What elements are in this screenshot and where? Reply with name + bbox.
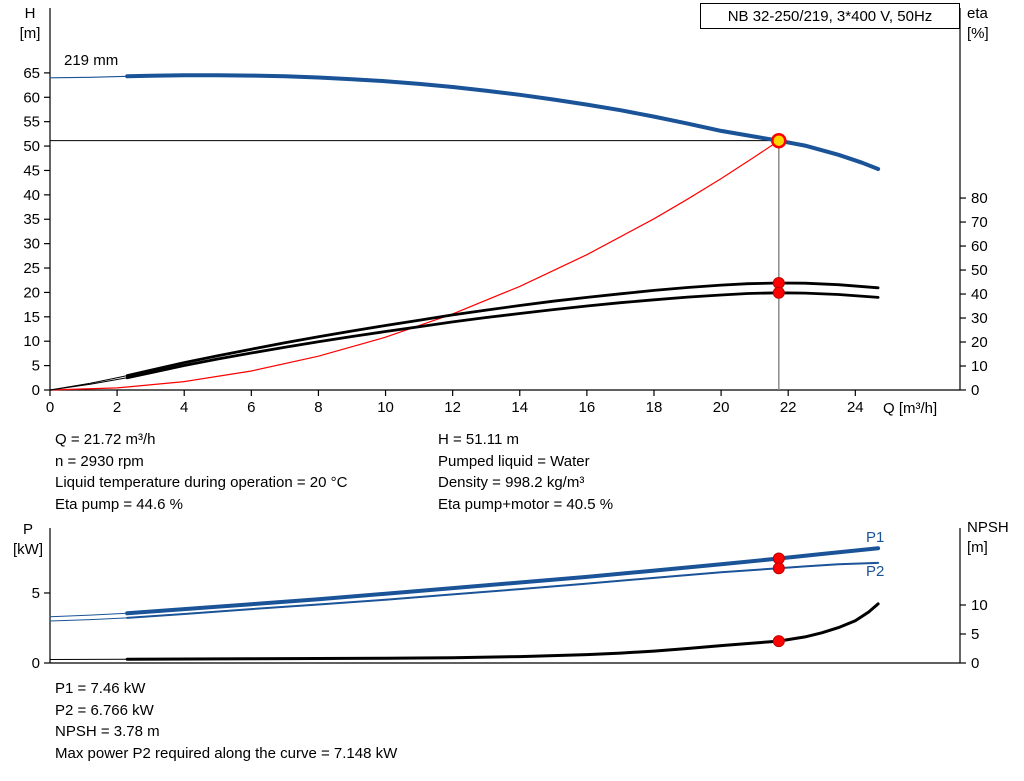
tick-label: 0 [46,399,54,416]
info-max-p2: Max power P2 required along the curve = … [55,744,398,762]
tick-label: 45 [23,162,40,179]
tick-label: 35 [23,211,40,228]
y-right-axis-title: eta [%] [962,4,1024,44]
system-curve [49,140,780,391]
tick-label: 20 [713,399,730,416]
x-axis-title: Q [m³/h] [883,400,938,417]
tick-label: 25 [23,260,40,277]
info-head: H = 51.11 m [438,431,520,448]
tick-label: 60 [971,238,988,255]
info-npsh: NPSH = 3.78 m [55,723,160,740]
tick-label: 20 [23,284,40,301]
tick-label: 50 [23,138,40,155]
info-p1: P1 = 7.46 kW [55,680,146,697]
tick-label: 50 [971,262,988,279]
p1-curve-label: P1 [866,529,885,546]
info-eta-pump-motor: Eta pump+motor = 40.5 % [438,495,614,513]
info-flow: Q = 21.72 m³/h [55,431,156,448]
tick-label: 10 [971,597,988,614]
tick-label: 0 [32,655,40,672]
tick-label: 60 [23,89,40,106]
duty-info-right: H = 51.11 m Pumped liquid = Water Densit… [438,429,613,515]
impeller-size-label: 219 mm [64,52,119,69]
info-eta-pump: Eta pump = 44.6 % [55,495,183,513]
tick-label: 12 [444,399,461,416]
tick-label: 22 [780,399,797,416]
eta-pump-motor-lead [49,377,128,391]
power-axis-unit: [kW] [13,541,43,558]
info-pumped-liquid: Pumped liquid = Water [438,452,590,470]
npsh-axis-title: NPSH [m] [962,518,1024,558]
info-density: Density = 998.2 kg/m³ [438,474,585,491]
tick-label: 55 [23,114,40,131]
tick-label: 30 [971,310,988,327]
head-curve-lead [49,75,128,79]
tick-label: 40 [971,286,988,303]
tick-label: 16 [579,399,596,416]
tick-label: 8 [314,399,322,416]
npsh-axis-symbol: NPSH [967,519,1009,536]
tick-label: 14 [511,399,528,416]
npsh-axis-unit: [m] [967,539,988,556]
p2-point [772,562,785,575]
tick-label: 5 [32,358,40,375]
eta-axis-unit: [%] [967,25,989,42]
tick-label: 0 [971,382,979,399]
eta-pump-curve [125,281,880,378]
tick-label: 0 [32,382,40,399]
p2-curve [126,561,880,619]
head-axis-symbol: H [24,5,36,22]
info-speed: n = 2930 rpm [55,452,144,470]
head-axis-unit: [m] [19,25,41,42]
tick-label: 20 [971,334,988,351]
duty-info-left: Q = 21.72 m³/h n = 2930 rpm Liquid tempe… [55,429,347,515]
power-axis-symbol: P [22,521,33,538]
tick-label: 80 [971,190,988,207]
info-liquid-temperature: Liquid temperature during operation = 20… [55,474,348,491]
tick-label: 30 [23,236,40,253]
tick-label: 5 [32,585,40,602]
p1-curve [125,546,881,616]
tick-label: 6 [247,399,255,416]
tick-label: 15 [23,309,40,326]
eta-pump-motor-point [772,286,785,299]
power-npsh-chart: 0 5 0 5 10 [32,528,988,672]
tick-label: 2 [113,399,121,416]
tick-label: 10 [377,399,394,416]
tick-label: 24 [847,399,864,416]
npsh-curve [125,602,880,661]
tick-label: 65 [23,65,40,82]
tick-label: 10 [971,358,988,375]
info-p2: P2 = 6.766 kW [55,701,154,719]
pump-title-box: NB 32-250/219, 3*400 V, 50Hz [700,3,960,29]
tick-label: 5 [971,626,979,643]
eta-pump-motor-curve [125,291,880,380]
npsh-point [772,635,785,648]
head-curve [125,73,881,171]
y-left-axis-title: H [m] [6,4,54,44]
qh-eta-chart: 0510152025303540455055606501020304050607… [23,8,988,416]
tick-label: 10 [23,333,40,350]
p1-curve-lead [49,612,128,618]
tick-label: 4 [180,399,188,416]
power-info: P1 = 7.46 kW P2 = 6.766 kW NPSH = 3.78 m… [55,678,397,764]
tick-label: 0 [971,655,979,672]
power-axis-title: P [kW] [3,520,53,560]
tick-label: 18 [646,399,663,416]
duty-point[interactable] [771,132,787,149]
eta-axis-symbol: eta [967,5,988,22]
p2-curve-label: P2 [866,563,885,580]
p2-curve-lead [49,617,128,622]
tick-label: 40 [23,187,40,204]
tick-label: 70 [971,214,988,231]
